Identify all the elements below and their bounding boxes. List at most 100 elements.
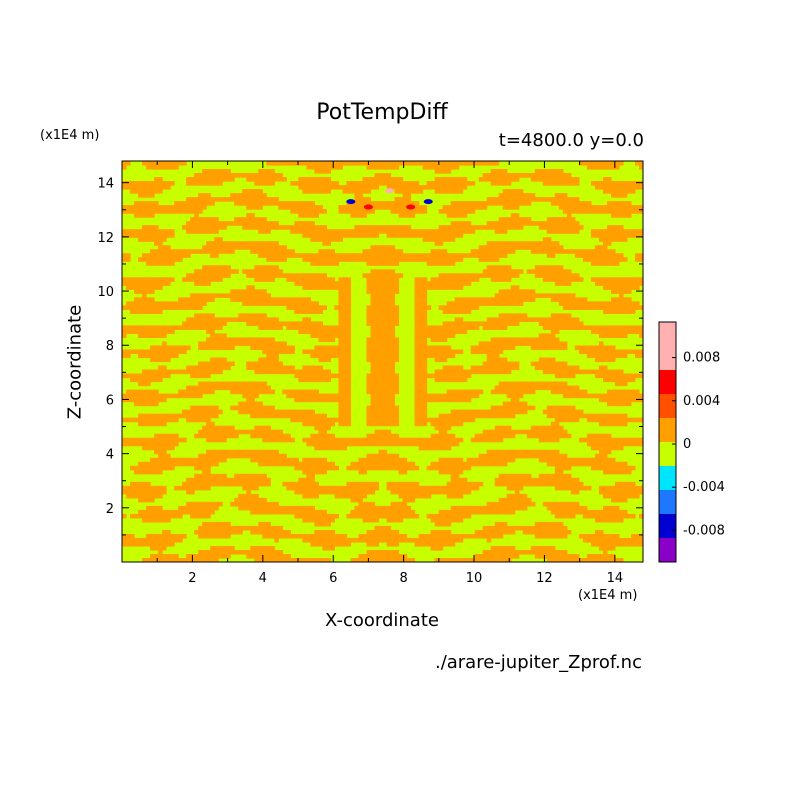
contour-cell xyxy=(326,437,331,443)
contour-cell xyxy=(490,429,496,435)
contour-cell xyxy=(462,305,468,310)
contour-cell xyxy=(378,297,384,302)
contour-cell xyxy=(554,509,560,515)
contour-cell xyxy=(370,533,376,539)
contour-cell xyxy=(270,553,275,559)
contour-cell xyxy=(582,297,588,302)
contour-cell xyxy=(250,285,255,290)
contour-cell xyxy=(458,393,464,399)
contour-cell xyxy=(374,345,380,351)
contour-cell xyxy=(194,305,199,310)
contour-cell xyxy=(134,285,139,290)
contour-cell xyxy=(194,473,199,479)
contour-cell xyxy=(346,285,352,290)
contour-cell xyxy=(510,433,516,439)
contour-cell xyxy=(482,253,488,258)
contour-cell xyxy=(318,441,323,447)
contour-cell xyxy=(446,261,452,266)
contour-cell xyxy=(454,325,460,331)
contour-cell xyxy=(618,485,624,491)
contour-cell xyxy=(198,409,203,415)
contour-cell xyxy=(326,329,331,335)
contour-cell xyxy=(534,481,540,487)
contour-cell xyxy=(486,297,492,302)
contour-cell xyxy=(630,377,636,383)
contour-cell xyxy=(606,345,612,351)
contour-cell xyxy=(406,461,412,467)
contour-cell xyxy=(554,553,560,559)
contour-cell xyxy=(386,281,392,286)
contour-cell xyxy=(250,365,255,371)
contour-cell xyxy=(150,369,155,375)
contour-cell xyxy=(270,273,275,278)
contour-cell xyxy=(318,513,323,519)
contour-cell xyxy=(258,253,263,258)
contour-cell xyxy=(190,325,195,331)
contour-cell xyxy=(134,465,139,471)
contour-cell xyxy=(374,377,380,383)
contour-cell xyxy=(342,389,348,395)
contour-cell xyxy=(318,349,323,355)
contour-cell xyxy=(262,361,267,367)
contour-cell xyxy=(510,405,516,411)
contour-cell xyxy=(126,441,131,447)
contour-cell xyxy=(242,405,247,411)
contour-cell xyxy=(610,553,616,559)
contour-cell xyxy=(150,289,155,294)
contour-cell xyxy=(278,349,283,355)
contour-cell xyxy=(534,317,540,322)
contour-cell xyxy=(290,437,295,443)
contour-cell xyxy=(546,481,552,487)
contour-cell xyxy=(454,397,460,403)
contour-cell xyxy=(498,249,504,254)
contour-cell xyxy=(246,525,251,531)
contour-cell xyxy=(354,489,360,495)
contour-cell xyxy=(126,301,131,306)
contour-cell xyxy=(378,301,384,306)
contour-cell xyxy=(394,533,400,539)
contour-cell xyxy=(306,413,311,419)
contour-cell xyxy=(370,513,376,519)
contour-cell xyxy=(382,393,388,399)
contour-cell xyxy=(446,369,452,375)
contour-cell xyxy=(250,381,255,387)
contour-cell xyxy=(374,529,380,535)
contour-cell xyxy=(454,273,460,278)
contour-cell xyxy=(338,389,344,395)
contour-cell xyxy=(366,409,372,415)
contour-cell xyxy=(446,521,452,527)
contour-cell xyxy=(322,457,327,463)
contour-cell xyxy=(230,545,235,551)
contour-cell xyxy=(218,437,223,443)
contour-cell xyxy=(490,365,496,371)
contour-cell xyxy=(402,461,408,467)
contour-cell xyxy=(210,457,215,463)
contour-cell xyxy=(298,377,303,383)
contour-cell xyxy=(458,389,464,395)
contour-cell xyxy=(446,441,452,447)
contour-cell xyxy=(554,453,560,459)
contour-cell xyxy=(566,557,572,562)
contour-cell xyxy=(142,381,147,387)
contour-cell xyxy=(382,261,388,266)
contour-cell xyxy=(326,249,331,254)
contour-cell xyxy=(606,545,612,551)
contour-cell xyxy=(418,365,424,371)
contour-cell xyxy=(150,465,155,471)
contour-cell xyxy=(434,277,440,282)
contour-cell xyxy=(294,489,299,495)
contour-cell xyxy=(602,541,608,547)
contour-cell xyxy=(634,281,640,286)
contour-cell xyxy=(394,353,400,359)
contour-cell xyxy=(382,325,388,331)
contour-cell xyxy=(610,461,616,467)
contour-cell xyxy=(446,333,452,339)
contour-cell xyxy=(478,553,484,559)
contour-cell xyxy=(306,277,311,282)
contour-cell xyxy=(150,557,155,562)
contour-cell xyxy=(442,325,448,331)
contour-cell xyxy=(214,449,219,455)
contour-cell xyxy=(538,457,544,463)
contour-cell xyxy=(130,349,135,355)
contour-cell xyxy=(610,417,616,423)
